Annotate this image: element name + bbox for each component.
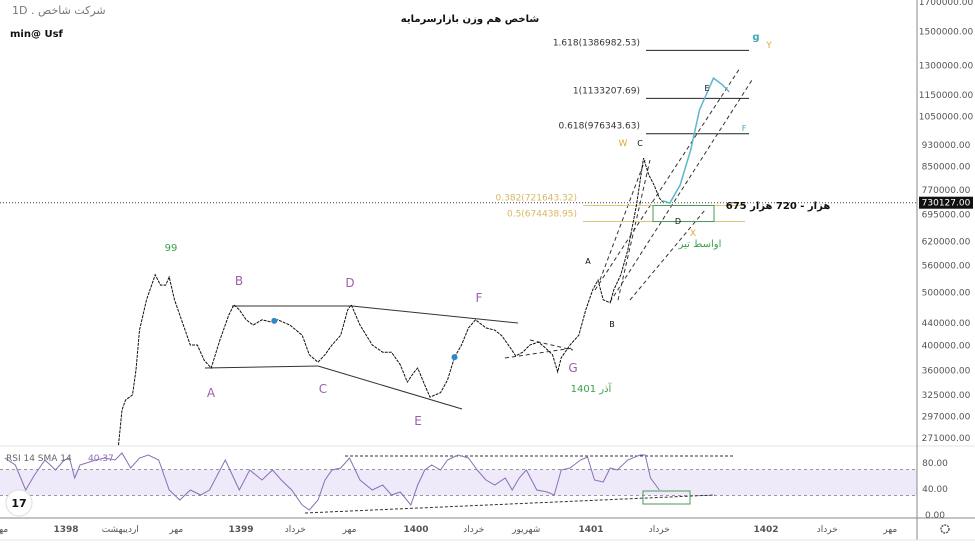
channel-line[interactable] [609, 79, 753, 303]
price-tick-label: 1700000.00 [919, 0, 974, 8]
mid-tir-label: اواسط تیر [678, 239, 722, 250]
fib-level-label: 0.382(721643.32) [496, 193, 577, 203]
channel-line[interactable] [617, 159, 651, 301]
rsi-trend-line[interactable] [304, 494, 716, 514]
symbol-label[interactable]: 1D . شرکت شاخص [12, 4, 106, 17]
price-tick-label: 1300000.00 [919, 62, 974, 72]
price-tick-label: 930000.00 [922, 141, 971, 151]
rsi-legend-value: 40.37 [88, 454, 114, 464]
label-99: 99 [165, 243, 178, 254]
price-tick-label: 271000.00 [922, 434, 971, 444]
wave-label: F [476, 291, 483, 305]
small-wave-label: F [742, 124, 747, 133]
fib-level-label: 1(1133207.69) [573, 86, 640, 96]
wave-label: D [345, 276, 354, 290]
trend-line[interactable] [351, 305, 519, 324]
wave-label: A [207, 386, 216, 400]
price-tick-label: 500000.00 [922, 289, 971, 299]
price-tick-label: 850000.00 [922, 163, 971, 173]
trend-line[interactable] [204, 365, 319, 369]
channel-line[interactable] [629, 209, 706, 301]
time-tick-label: خرداد [817, 525, 838, 535]
wxy-label: Y [765, 41, 772, 51]
time-tick-label: 1399 [228, 525, 253, 535]
time-tick-label: 1400 [403, 525, 428, 535]
price-tick-label: 1050000.00 [919, 112, 974, 122]
price-tick-label: 440000.00 [922, 319, 971, 329]
fib-level-label: 0.618(976343.63) [559, 122, 640, 132]
price-line [118, 157, 664, 446]
price-tick-label: 360000.00 [922, 367, 971, 377]
price-tick-label: 1150000.00 [919, 91, 974, 101]
time-tick-label: 1402 [753, 525, 778, 535]
rsi-tick-label: 80.00 [922, 459, 948, 469]
time-tick-label: خرداد [649, 525, 670, 535]
tradingview-logo[interactable]: 17 [5, 489, 33, 517]
price-tick-label: 1500000.00 [919, 28, 974, 38]
time-tick-label: خرداد [285, 525, 306, 535]
rsi-line [4, 452, 660, 511]
price-tick-label: 400000.00 [922, 342, 971, 352]
small-wave-label: D [675, 217, 681, 226]
time-tick-label: مهر [342, 525, 357, 535]
chart-title: شاخص هم وزن بازارسرمایه [401, 14, 540, 25]
rsi-legend[interactable]: RSI 14 SMA 14 [6, 454, 72, 464]
price-tick-label: 560000.00 [922, 262, 971, 272]
fib-level-label: 1.618(1386982.53) [553, 38, 640, 48]
price-tick-label: 325000.00 [922, 391, 971, 401]
trend-line[interactable] [317, 365, 463, 410]
channel-line[interactable] [504, 347, 574, 359]
channel-line[interactable] [529, 339, 574, 351]
small-wave-label: B [609, 320, 615, 329]
time-tick-label: مهر [0, 525, 8, 535]
price-tick-label: 297000.00 [922, 412, 971, 422]
time-tick-label: شهریور [511, 525, 540, 535]
wxy-label: X [690, 229, 696, 239]
channel-line[interactable] [599, 159, 646, 281]
wxy-label: W [619, 139, 628, 149]
marker-dot [451, 354, 458, 361]
small-wave-label: A [585, 257, 591, 266]
wave-label: C [319, 382, 327, 396]
price-tick-label: 620000.00 [922, 238, 971, 248]
label-g: g [752, 32, 759, 43]
small-wave-label: E [704, 84, 709, 93]
time-tick-label: اردیبهشت [102, 525, 139, 535]
rsi-target-box[interactable] [642, 490, 691, 505]
price-tick-label: 770000.00 [922, 186, 971, 196]
time-tick-label: 1398 [53, 525, 78, 535]
svg-text:17: 17 [11, 497, 26, 510]
wave-label: B [235, 274, 243, 288]
time-tick-label: مهر [168, 525, 183, 535]
small-wave-label: C [637, 139, 643, 148]
rsi-band [0, 469, 917, 496]
price-tick-label: 695000.00 [922, 210, 971, 220]
projection-curve [662, 76, 730, 205]
time-tick-label: خرداد [463, 525, 484, 535]
target-zone-label: 675 هزار - 720 هزار [726, 201, 831, 212]
current-price-badge [919, 196, 973, 209]
wave-label: E [414, 414, 422, 428]
fib-level-label: 0.5(674438.95) [507, 210, 577, 220]
label-azar-1401: آذر 1401 [571, 382, 613, 395]
rsi-tick-label: 40.00 [922, 485, 948, 495]
gear-icon[interactable] [940, 524, 950, 534]
time-tick-label: مهر [882, 525, 897, 535]
rsi-tick-label: 0.00 [925, 511, 945, 521]
current-price-value: 730127.00 [922, 199, 971, 209]
user-label: min@ Usf [10, 29, 64, 40]
marker-dot [271, 317, 278, 324]
wave-label: G [568, 361, 577, 375]
channel-line[interactable] [594, 67, 741, 291]
time-tick-label: 1401 [578, 525, 603, 535]
target-box[interactable] [652, 204, 715, 223]
